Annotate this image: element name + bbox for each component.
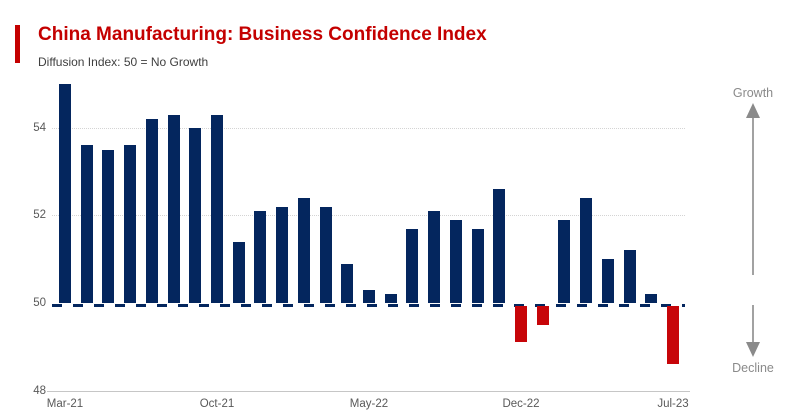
chart-bar-Sep-22: [449, 219, 462, 303]
chart-bar-Jun-21: [124, 145, 137, 303]
baseline-dashed-line: [52, 304, 685, 307]
chart-bar-Jul-23: [666, 306, 679, 365]
chart-bar-Nov-21: [232, 241, 245, 303]
chart-bar-May-22: [362, 289, 375, 303]
chart-bar-Aug-22: [428, 211, 441, 303]
chart-bar-Aug-21: [167, 114, 180, 303]
chart-bar-Jan-23: [536, 306, 549, 325]
x-axis-label: Oct-21: [199, 398, 235, 410]
chart-bar-Jun-23: [645, 294, 658, 303]
y-axis-label: 54: [33, 121, 46, 134]
chart-bar-Nov-22: [493, 189, 506, 303]
y-axis-label: 52: [33, 209, 46, 222]
x-axis-label: Mar-21: [46, 398, 84, 410]
chart-bar-Apr-21: [80, 145, 93, 303]
chart-bar-Apr-22: [341, 263, 354, 303]
chart-bar-Dec-21: [254, 211, 267, 303]
gridline-52: [52, 215, 685, 217]
x-axis-label: Dec-22: [502, 398, 540, 410]
chart-bar-May-23: [623, 250, 636, 303]
decline-down-arrow-icon: [746, 305, 760, 357]
chart-subtitle: Diffusion Index: 50 = No Growth: [38, 55, 209, 69]
chart-bar-May-21: [102, 149, 115, 303]
chart-bar-Dec-22: [514, 306, 527, 343]
chart-bar-Feb-22: [297, 197, 310, 303]
chart-bar-Mar-21: [59, 84, 71, 303]
chart-bar-Mar-23: [580, 197, 593, 303]
chart-title: China Manufacturing: Business Confidence…: [38, 24, 487, 45]
chart-bar-Jul-21: [145, 119, 158, 303]
y-axis-label: 50: [33, 297, 46, 309]
decline-label: Decline: [732, 361, 774, 375]
growth-up-arrow-icon: [746, 103, 760, 275]
chart-bar-Oct-21: [210, 114, 223, 303]
x-axis-label: Jul-23: [657, 398, 689, 410]
growth-label: Growth: [732, 86, 774, 100]
chart-bar-Sep-21: [189, 127, 202, 303]
x-axis-line: [47, 390, 690, 392]
chart-bar-Mar-22: [319, 206, 332, 303]
chart-bar-Apr-23: [601, 259, 614, 303]
y-axis-label: 48: [33, 384, 46, 397]
title-accent-bar: [15, 25, 20, 63]
chart-bar-Jan-22: [276, 206, 289, 303]
chart-bar-Jun-22: [384, 294, 397, 303]
x-axis-label: May-22: [349, 398, 389, 410]
chart-bar-Oct-22: [471, 228, 484, 303]
chart-bar-Jul-22: [406, 228, 419, 303]
gridline-54: [52, 127, 685, 129]
chart-bar-Feb-23: [558, 219, 571, 303]
